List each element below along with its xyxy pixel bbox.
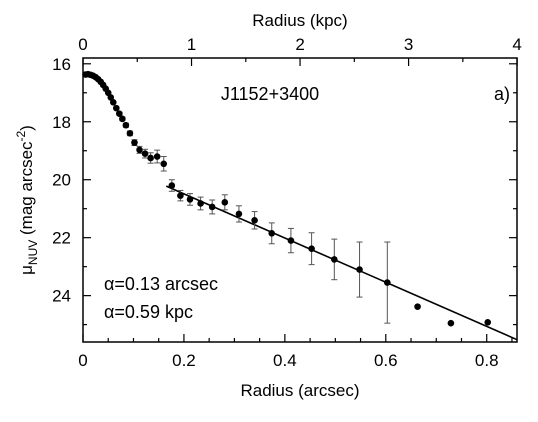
y-tick-label: 24: [52, 287, 71, 306]
x2-tick-label: 2: [295, 35, 304, 54]
data-point: [268, 230, 276, 237]
data-point: [197, 200, 204, 207]
y-axis-title-end: ): [17, 125, 36, 131]
data-point: [177, 192, 184, 199]
x-tick-label: 0.6: [374, 351, 398, 370]
x-tick-label: 0.2: [172, 351, 196, 370]
fit-line-group: [165, 185, 518, 341]
data-point: [208, 203, 216, 211]
y-axis-title-sup: -2: [14, 130, 28, 141]
data-point: [308, 245, 315, 252]
object-label: J1152+3400: [221, 84, 319, 104]
data-point: [160, 160, 168, 168]
data-point: [116, 110, 123, 117]
data-point: [484, 318, 492, 326]
x2-axis-title: Radius (kpc): [252, 11, 347, 30]
x2-tick-label: 3: [404, 35, 413, 54]
data-point: [356, 266, 363, 273]
ticks: 0 0.2 0.4 0.6 0.8 0 1 2 3 4 16 18 20 22 24: [52, 35, 522, 370]
data-point: [109, 99, 117, 106]
data-point: [141, 150, 149, 157]
alpha-arcsec-annotation: α=0.13 arcsec: [104, 274, 218, 294]
x-tick-label: 0.8: [475, 351, 499, 370]
data-point: [384, 279, 391, 286]
data-point: [126, 130, 134, 137]
fit-line: [165, 185, 518, 341]
x-axis-title: Radius (arcsec): [240, 381, 359, 400]
data-point: [331, 256, 338, 263]
data-point: [122, 121, 130, 129]
data-point: [113, 104, 120, 112]
data-point: [147, 154, 154, 162]
y-tick-label: 18: [52, 113, 71, 132]
data-point: [235, 210, 243, 218]
x2-tick-label: 4: [512, 35, 521, 54]
x2-tick-label: 0: [78, 35, 87, 54]
y-tick-label: 22: [52, 229, 71, 248]
data-point: [186, 196, 194, 203]
y-axis-title-sub: NUV: [26, 240, 40, 265]
data-point: [251, 216, 258, 224]
data-points: [82, 70, 492, 327]
data-point: [131, 139, 138, 146]
x2-tick-label: 1: [187, 35, 196, 54]
data-point: [107, 94, 115, 101]
y-tick-label: 20: [52, 171, 71, 190]
y-axis-title: μNUV (mag arcsec-2): [14, 125, 40, 275]
x-tick-label: 0: [78, 351, 87, 370]
data-point: [168, 182, 176, 189]
y-tick-label: 16: [52, 55, 71, 74]
data-point: [287, 237, 295, 244]
data-point: [136, 146, 143, 154]
data-point: [119, 115, 126, 123]
x-tick-label: 0.4: [273, 351, 297, 370]
y-axis-title-rest: (mag arcsec: [17, 141, 36, 240]
y-axis-title-main: μ: [17, 265, 36, 275]
panel-label: a): [494, 84, 510, 104]
data-point: [447, 319, 455, 327]
alpha-kpc-annotation: α=0.59 kpc: [104, 302, 193, 322]
data-point: [221, 199, 229, 206]
data-point: [414, 303, 421, 310]
data-point: [153, 153, 161, 160]
